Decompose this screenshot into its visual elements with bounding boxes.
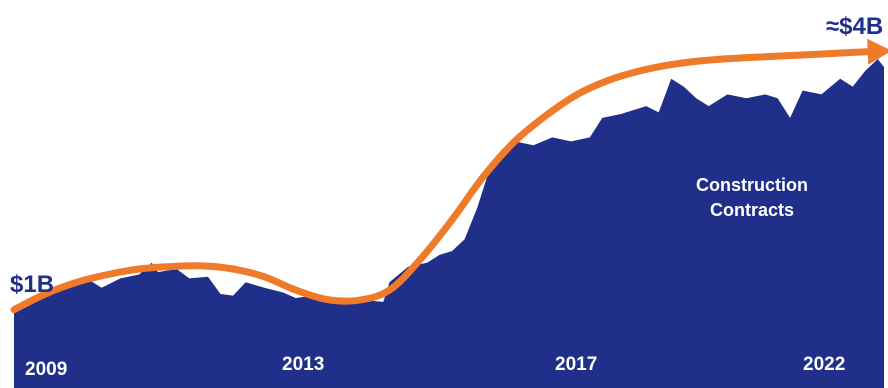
x-tick-label-2013: 2013 xyxy=(282,354,324,375)
construction-contracts-area xyxy=(14,59,884,388)
series-label-line-2: Contracts xyxy=(710,200,794,220)
x-tick-label-2009: 2009 xyxy=(25,359,67,380)
series-label-line-1: Construction xyxy=(696,175,808,195)
trend-arrowhead xyxy=(867,38,888,65)
trend-group xyxy=(10,38,888,314)
start-value-label: $1B xyxy=(10,271,54,298)
end-value-label: ≈$4B xyxy=(826,13,883,40)
x-tick-label-2017: 2017 xyxy=(555,354,597,375)
x-tick-label-2022: 2022 xyxy=(803,354,845,375)
trend-line xyxy=(10,47,882,314)
